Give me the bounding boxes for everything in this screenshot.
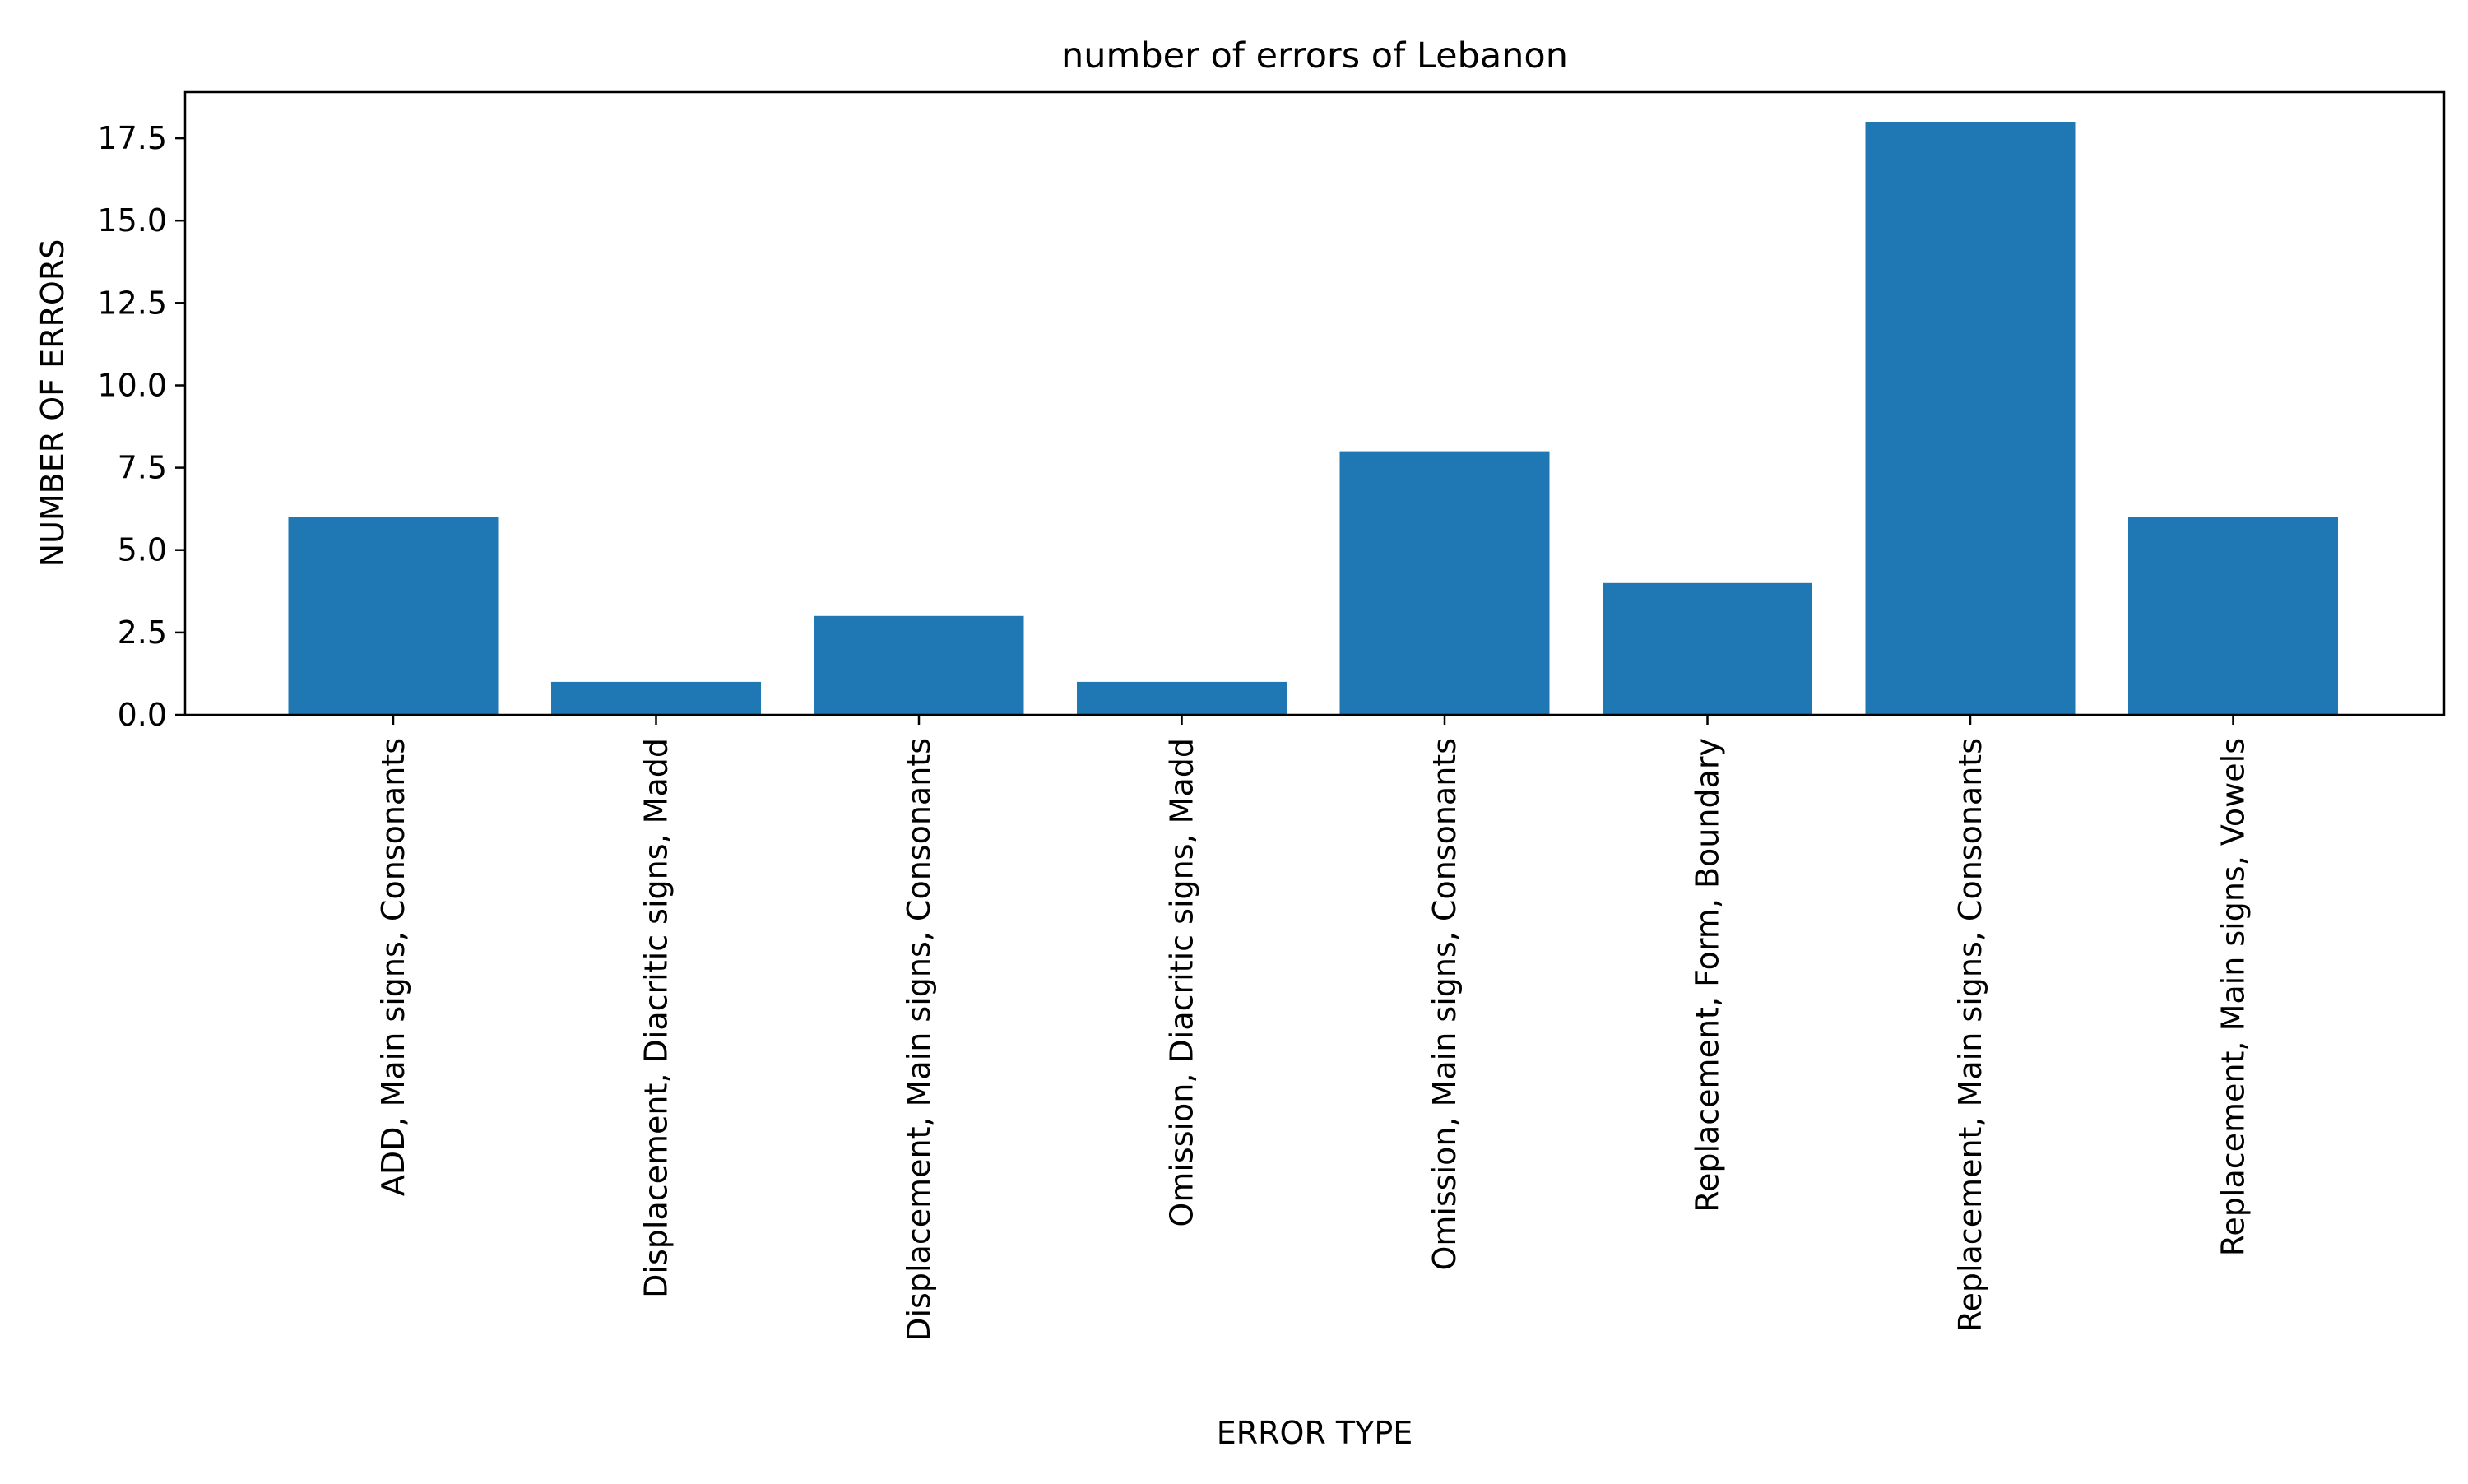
x-tick-label-0: ADD, Main signs, Consonants bbox=[375, 738, 411, 1196]
x-tick-label-4: Omission, Main signs, Consonants bbox=[1427, 738, 1463, 1271]
y-tick-label-4: 10.0 bbox=[97, 368, 167, 404]
bar-1 bbox=[551, 681, 761, 715]
y-axis-label: NUMBER OF ERRORS bbox=[35, 239, 71, 568]
x-axis: ADD, Main signs, Consonants Displacement,… bbox=[375, 715, 2252, 1342]
bar-5 bbox=[1603, 582, 1812, 715]
y-tick-label-3: 7.5 bbox=[118, 450, 167, 486]
bar-3 bbox=[1077, 681, 1287, 715]
y-tick-label-5: 12.5 bbox=[97, 285, 167, 321]
chart-title: number of errors of Lebanon bbox=[1061, 35, 1568, 77]
bar-0 bbox=[288, 517, 499, 715]
x-tick-label-7: Replacement, Main signs, Vowels bbox=[2215, 738, 2252, 1256]
y-tick-label-6: 15.0 bbox=[97, 202, 167, 239]
y-tick-label-2: 5.0 bbox=[118, 532, 167, 568]
bar-7 bbox=[2128, 517, 2338, 715]
bar-6 bbox=[1865, 122, 2076, 715]
x-axis-label: ERROR TYPE bbox=[1217, 1415, 1413, 1451]
y-tick-label-0: 0.0 bbox=[118, 697, 167, 733]
plot-frame bbox=[183, 90, 2446, 716]
x-tick-label-3: Omission, Diacritic signs, Madd bbox=[1164, 738, 1200, 1227]
bar-2 bbox=[814, 615, 1024, 715]
bars-layer bbox=[288, 122, 2338, 715]
x-tick-label-2: Displacement, Main signs, Consonants bbox=[901, 738, 937, 1342]
x-tick-label-1: Displacement, Diacritic signs, Madd bbox=[638, 738, 675, 1298]
x-tick-label-5: Replacement, Form, Boundary bbox=[1690, 738, 1726, 1213]
y-tick-label-7: 17.5 bbox=[97, 120, 167, 156]
y-axis: 0.0 2.5 5.0 7.5 10.0 12.5 15.0 17.5 bbox=[97, 120, 185, 733]
x-tick-label-6: Replacement, Main signs, Consonants bbox=[1952, 738, 1988, 1332]
y-tick-label-1: 2.5 bbox=[118, 614, 167, 651]
bar-4 bbox=[1339, 451, 1550, 715]
